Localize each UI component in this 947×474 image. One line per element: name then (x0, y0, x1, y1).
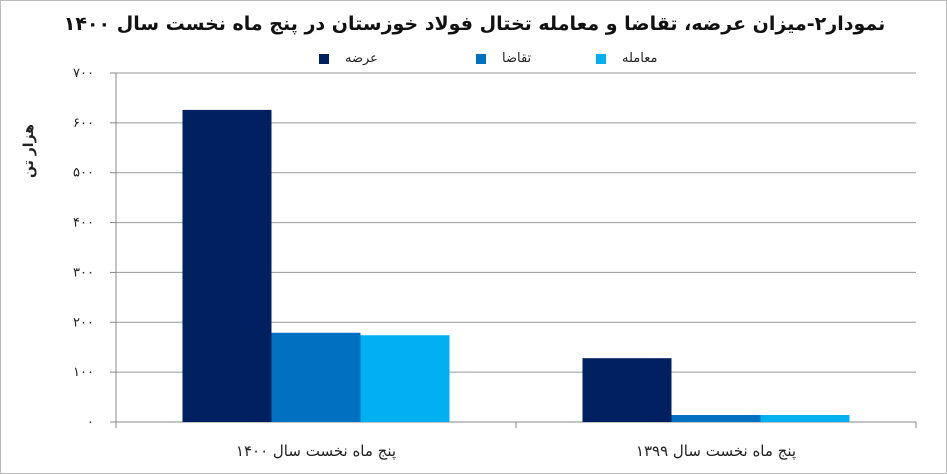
x-category-label: پنج ماه نخست سال ۱۳۹۹ (636, 442, 796, 461)
legend-swatch-supply (319, 53, 329, 64)
legend-label-demand: تقاضا (502, 51, 532, 66)
y-tick-label: ۱۰۰ (73, 365, 94, 380)
y-tick-label: ۳۰۰ (73, 265, 94, 280)
bar-0-2 (360, 335, 450, 422)
bar-0-1 (271, 332, 361, 422)
legend-item-supply: عرضه (319, 51, 378, 66)
legend-label-trade: معامله (622, 51, 658, 66)
legend-item-demand: تقاضا (476, 51, 531, 66)
bar-1-1 (671, 415, 761, 422)
y-tick-label: ۴۰۰ (73, 216, 94, 231)
x-category-label: پنج ماه نخست سال ۱۴۰۰ (236, 442, 396, 461)
y-tick-label: ۷۰۰ (73, 66, 94, 81)
y-tick-label: ۰ (87, 415, 94, 430)
bar-0-0 (182, 109, 272, 422)
legend-label-supply: عرضه (345, 51, 378, 66)
legend-item-trade: معامله (596, 51, 657, 66)
bar-1-0 (582, 358, 672, 422)
legend-swatch-demand (476, 53, 486, 64)
y-tick-label: ۲۰۰ (73, 315, 94, 330)
bar-1-2 (760, 415, 850, 422)
y-tick-label: ۵۰۰ (73, 166, 94, 181)
legend-swatch-trade (596, 53, 606, 64)
y-tick-label: ۶۰۰ (73, 116, 94, 131)
legend: عرضه تقاضا معامله (1, 51, 946, 71)
chart-title: نمودار۲-میزان عرضه، تقاضا و معامله تختال… (63, 13, 886, 35)
